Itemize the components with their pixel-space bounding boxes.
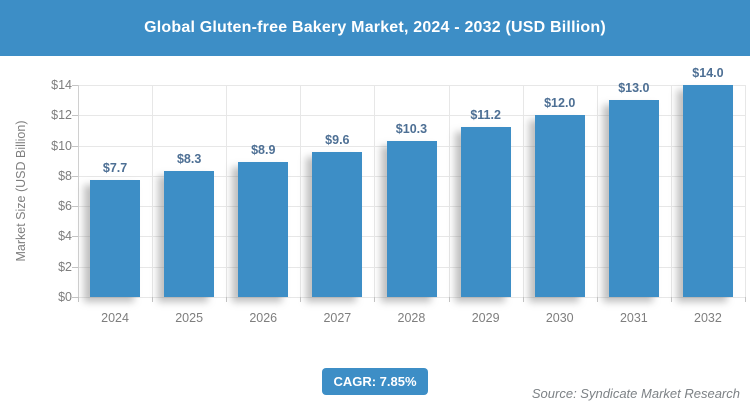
bar-value-label: $12.0: [544, 96, 576, 111]
x-axis-tick-label: 2024: [101, 311, 129, 325]
v-gridline: [374, 85, 376, 297]
x-axis-tick-label: 2030: [545, 311, 574, 325]
x-tick-mark: [670, 297, 672, 302]
x-tick-mark: [226, 297, 228, 302]
x-axis-tick-label: 2026: [249, 311, 278, 325]
y-tick-mark: [72, 266, 78, 268]
v-gridline: [745, 85, 746, 297]
h-gridline: [78, 115, 745, 117]
bar: [164, 171, 215, 297]
y-axis-tick-label: $6: [58, 199, 72, 214]
y-tick-mark: [72, 145, 78, 147]
x-tick-mark: [522, 297, 524, 302]
x-axis-tick-label: 2029: [471, 311, 500, 325]
y-axis-line: [78, 85, 79, 297]
bar-value-label: $8.9: [251, 143, 276, 158]
y-axis-tick-label: $12: [51, 108, 72, 123]
bar-value-label: $8.3: [176, 152, 202, 167]
x-axis-tick-label: 2032: [694, 311, 722, 325]
y-axis-tick-label: $2: [58, 259, 72, 274]
y-tick-mark: [72, 297, 78, 298]
y-tick-mark: [72, 115, 78, 117]
bar: [238, 162, 289, 297]
cagr-badge-label: CAGR: 7.85%: [333, 374, 417, 389]
x-tick-mark: [374, 297, 376, 302]
x-tick-mark: [448, 297, 450, 302]
x-tick-mark: [745, 297, 746, 302]
y-tick-mark: [72, 236, 78, 238]
y-axis-tick-label: $14: [51, 78, 72, 92]
x-axis-tick-label: 2031: [619, 311, 648, 325]
bar: [90, 180, 141, 297]
y-axis-tick-label: $10: [51, 138, 72, 153]
chart-title-bar: Global Gluten-free Bakery Market, 2024 -…: [0, 0, 750, 56]
cagr-badge: CAGR: 7.85%: [322, 368, 428, 395]
v-gridline: [448, 85, 450, 297]
x-axis-tick-label: 2025: [175, 311, 204, 325]
y-axis-tick-label: $4: [58, 229, 72, 244]
bar: [460, 127, 511, 297]
v-gridline: [522, 85, 524, 297]
y-axis-tick-label: $8: [58, 168, 72, 183]
bar-value-label: $10.3: [395, 122, 428, 136]
source-attribution: Source: Syndicate Market Research: [531, 386, 740, 401]
bar-value-label: $9.6: [325, 132, 350, 147]
h-gridline: [78, 85, 745, 86]
bar: [682, 85, 733, 297]
y-tick-mark: [72, 206, 78, 208]
x-tick-mark: [300, 297, 302, 302]
bar-value-label: $11.2: [470, 108, 501, 123]
h-gridline: [78, 297, 745, 298]
x-tick-mark: [78, 297, 79, 302]
x-axis-tick-label: 2027: [323, 311, 352, 325]
v-gridline: [300, 85, 302, 297]
bar-value-label: $14.0: [692, 66, 724, 80]
bar: [386, 141, 437, 297]
chart-title: Global Gluten-free Bakery Market, 2024 -…: [144, 19, 606, 36]
v-gridline: [596, 85, 598, 297]
y-tick-mark: [72, 175, 78, 177]
y-tick-mark: [72, 85, 78, 86]
x-tick-mark: [152, 297, 154, 302]
v-gridline: [226, 85, 228, 297]
x-tick-mark: [596, 297, 598, 302]
bar: [608, 100, 659, 297]
y-axis-tick-label: $0: [58, 290, 72, 304]
bar: [534, 115, 585, 297]
bar-value-label: $13.0: [618, 81, 650, 96]
v-gridline: [670, 85, 672, 297]
x-axis-tick-label: 2028: [397, 311, 426, 325]
bar: [312, 151, 363, 297]
v-gridline: [152, 85, 154, 297]
bar-value-label: $7.7: [102, 161, 128, 176]
